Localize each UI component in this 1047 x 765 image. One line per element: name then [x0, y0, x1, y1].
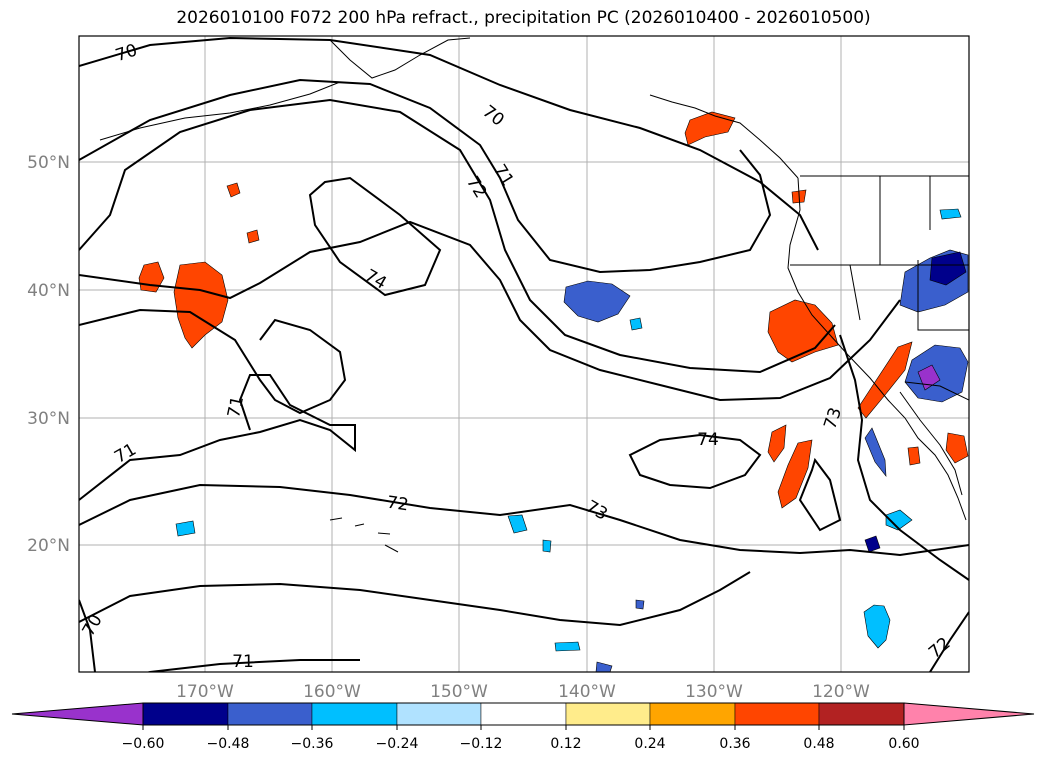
longitude-labels: 170°W 160°W 150°W 140°W 130°W 120°W — [176, 682, 870, 702]
colorbar-tick-label: 0.12 — [550, 736, 581, 752]
colorbar-max-extend — [903, 702, 1035, 726]
precip-positive-area — [767, 299, 839, 363]
colorbar-bin — [480, 702, 567, 726]
colorbar-tick-label: −0.60 — [122, 736, 165, 752]
north-america-west-coast — [787, 177, 967, 521]
colorbar-bin — [396, 702, 482, 726]
precip-positive-area — [907, 446, 921, 466]
map-title: 2026010100 F072 200 hPa refract., precip… — [176, 8, 871, 28]
contour-line — [628, 433, 762, 490]
contour-line — [145, 659, 360, 672]
state-boundaries — [790, 176, 969, 331]
contour-line — [79, 36, 819, 251]
lon-label: 140°W — [558, 682, 616, 702]
contour-label: 71 — [232, 652, 254, 672]
precip-negative-area — [507, 514, 528, 534]
colorbar-bin — [565, 702, 651, 726]
contour-line — [798, 457, 842, 532]
contour-label: 72 — [386, 493, 410, 516]
colorbar-bin — [818, 702, 905, 726]
precip-negative-area — [554, 641, 581, 652]
precip-positive-area — [945, 432, 969, 464]
lon-label: 170°W — [176, 682, 234, 702]
precip-positive-area — [857, 341, 913, 419]
contour-line — [839, 334, 969, 581]
precip-negative-area — [175, 520, 196, 537]
plot-area — [79, 36, 969, 672]
precip-positive-area — [767, 424, 787, 463]
colorbar-tick-label: −0.24 — [376, 736, 419, 752]
colorbar-bin — [227, 702, 313, 726]
contour-line — [79, 374, 356, 501]
us-mexico-border — [904, 381, 969, 401]
precip-negative-area — [864, 535, 881, 553]
colorbar-bin — [142, 702, 229, 726]
contour-line — [79, 78, 772, 274]
lon-label: 150°W — [430, 682, 488, 702]
precip-negative-area — [885, 509, 913, 531]
colorbar-tick-label: 0.48 — [803, 736, 834, 752]
contour-line — [79, 98, 836, 374]
lat-label: 40°N — [27, 281, 70, 301]
colorbar-bin — [734, 702, 820, 726]
colorbar-ticks — [142, 725, 905, 730]
precip-negative-area — [629, 317, 643, 331]
lon-label: 120°W — [812, 682, 870, 702]
colorbar-tick-labels: −0.60 −0.48 −0.36 −0.24 −0.12 0.12 0.24 … — [122, 736, 920, 752]
precip-negative-area — [863, 604, 891, 649]
refractivity-contours — [79, 36, 969, 672]
latitude-labels: 50°N 40°N 30°N 20°N — [27, 153, 70, 556]
contour-line — [79, 571, 751, 627]
precip-negative-area — [563, 280, 631, 323]
precip-negative-area — [929, 251, 967, 286]
precip-negative-area — [864, 427, 887, 477]
aleutian-chain — [99, 81, 341, 141]
alaska-coast — [329, 37, 471, 79]
contour-label: 74 — [697, 430, 719, 450]
lat-label: 20°N — [27, 536, 70, 556]
hawaii-islands — [329, 517, 399, 553]
precip-positive-area — [246, 229, 260, 244]
contour-label: 71 — [224, 394, 248, 419]
colorbar-min-extend — [11, 702, 144, 726]
contour-line — [929, 611, 969, 672]
baja-peninsula — [899, 391, 963, 496]
alaska-panhandle — [649, 94, 799, 179]
contour-line — [79, 483, 969, 557]
precip-positive-area — [777, 439, 813, 509]
precip-positive-area — [684, 111, 736, 146]
plot-frame — [78, 35, 970, 673]
colorbar: −0.60 −0.48 −0.36 −0.24 −0.12 0.12 0.24 … — [11, 702, 1035, 752]
precip-negative-area — [542, 539, 552, 553]
coastlines — [99, 37, 969, 553]
lat-label: 30°N — [27, 409, 70, 429]
precip-negative-area — [595, 661, 613, 672]
colorbar-tick-label: −0.12 — [460, 736, 503, 752]
lon-label: 160°W — [303, 682, 361, 702]
lon-label: 130°W — [685, 682, 743, 702]
colorbar-bin — [649, 702, 736, 726]
contour-line — [79, 308, 347, 415]
colorbar-tick-label: −0.36 — [291, 736, 334, 752]
precip-positive-area — [226, 182, 241, 198]
contour-line — [79, 599, 96, 672]
contour-line — [79, 220, 901, 402]
precip-negative-area — [939, 208, 962, 220]
colorbar-bin — [311, 702, 398, 726]
contour-line — [308, 176, 442, 297]
precip-negative-area — [635, 599, 645, 610]
colorbar-tick-label: 0.60 — [888, 736, 919, 752]
colorbar-tick-label: 0.24 — [634, 736, 665, 752]
colorbar-tick-label: −0.48 — [207, 736, 250, 752]
lat-label: 50°N — [27, 153, 70, 173]
colorbar-tick-label: 0.36 — [719, 736, 750, 752]
